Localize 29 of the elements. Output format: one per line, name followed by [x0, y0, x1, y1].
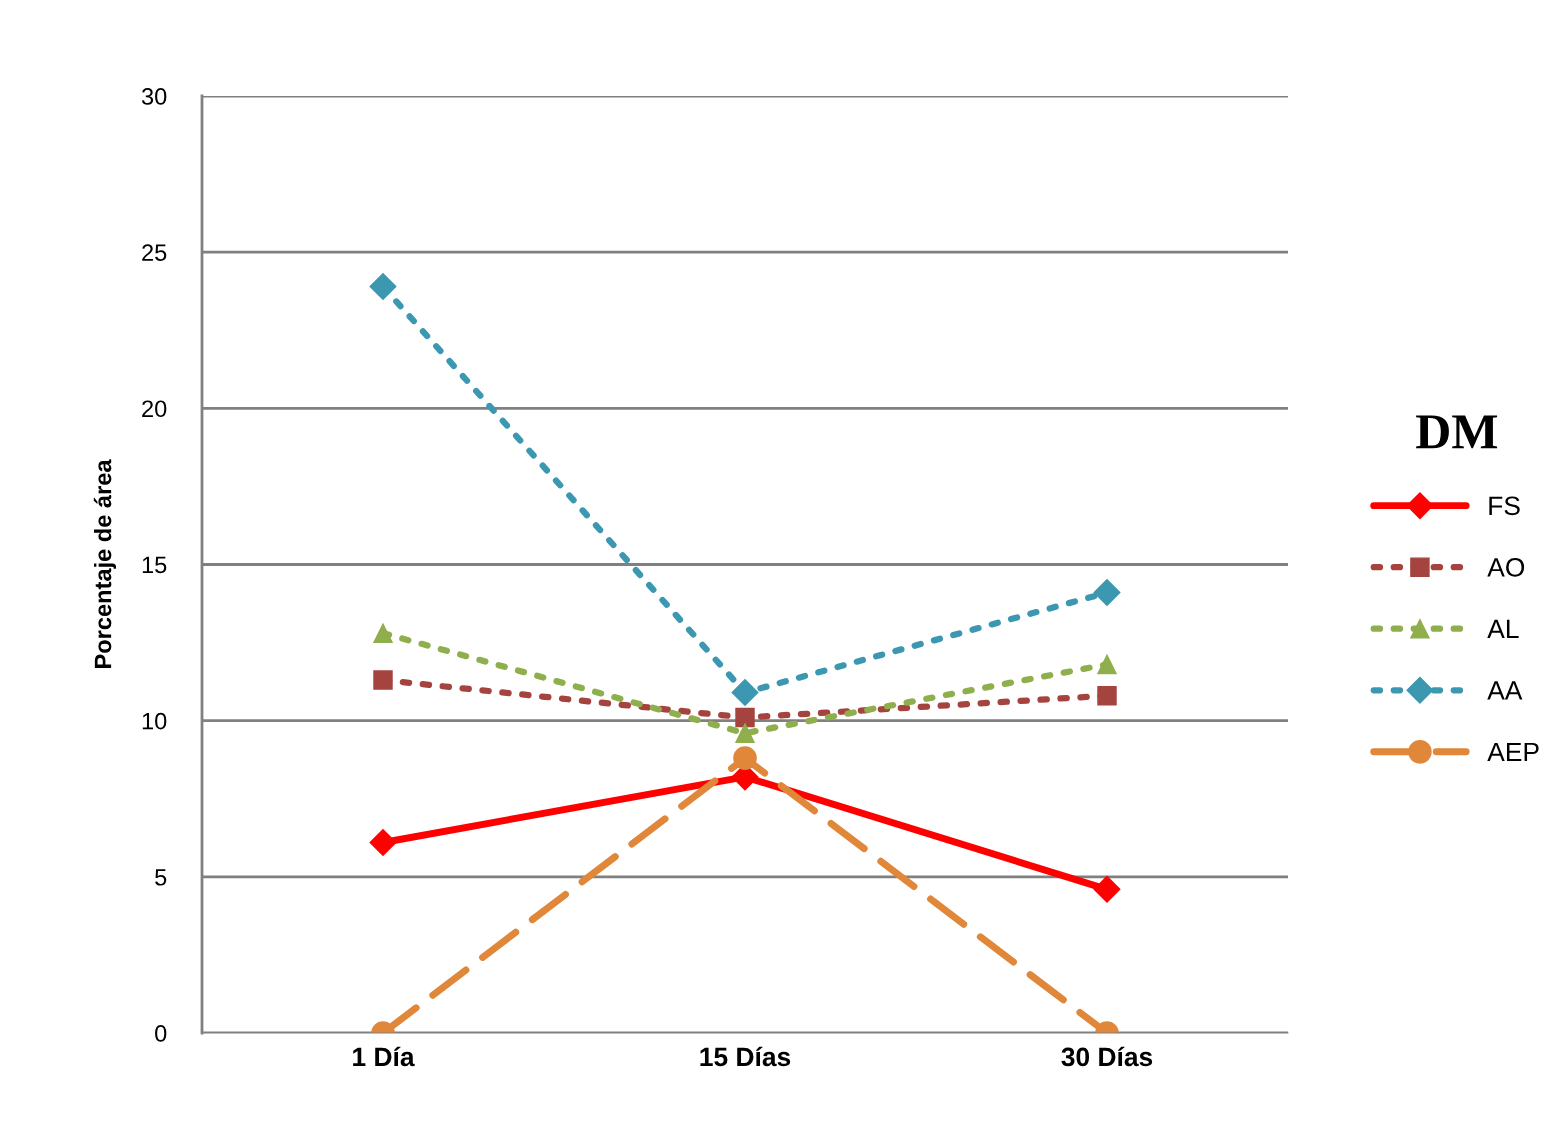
point — [733, 746, 757, 770]
point — [369, 829, 397, 856]
legend-label: AEP — [1487, 742, 1539, 762]
point — [735, 723, 755, 743]
x-tick-label: 30 Días — [1061, 1046, 1153, 1067]
point — [373, 623, 393, 643]
legend-label: AL — [1487, 619, 1519, 638]
point — [1097, 654, 1117, 675]
x-tick-label: 15 Días — [700, 1046, 791, 1067]
y-tick-label: 20 — [142, 400, 167, 418]
point — [1097, 685, 1117, 706]
legend-title: DM — [1416, 415, 1498, 449]
point — [1093, 579, 1121, 607]
y-tick-label: 15 — [142, 556, 167, 574]
legend-label: AA — [1487, 681, 1523, 700]
point — [373, 670, 393, 690]
x-tick-label: 1 Día — [353, 1046, 415, 1067]
y-tick-label: 10 — [142, 712, 167, 730]
legend-label: FS — [1489, 496, 1520, 516]
point — [1093, 875, 1121, 903]
legend-label: AO — [1487, 558, 1525, 577]
y-tick-label: 0 — [155, 1025, 167, 1042]
point — [369, 273, 397, 300]
y-tick-label: 25 — [142, 244, 167, 261]
y-tick-label: 30 — [141, 88, 167, 105]
point — [735, 707, 755, 728]
y-axis-title: Porcentaje de área — [93, 459, 117, 668]
point — [731, 679, 759, 707]
y-tick-label: 5 — [155, 869, 167, 886]
